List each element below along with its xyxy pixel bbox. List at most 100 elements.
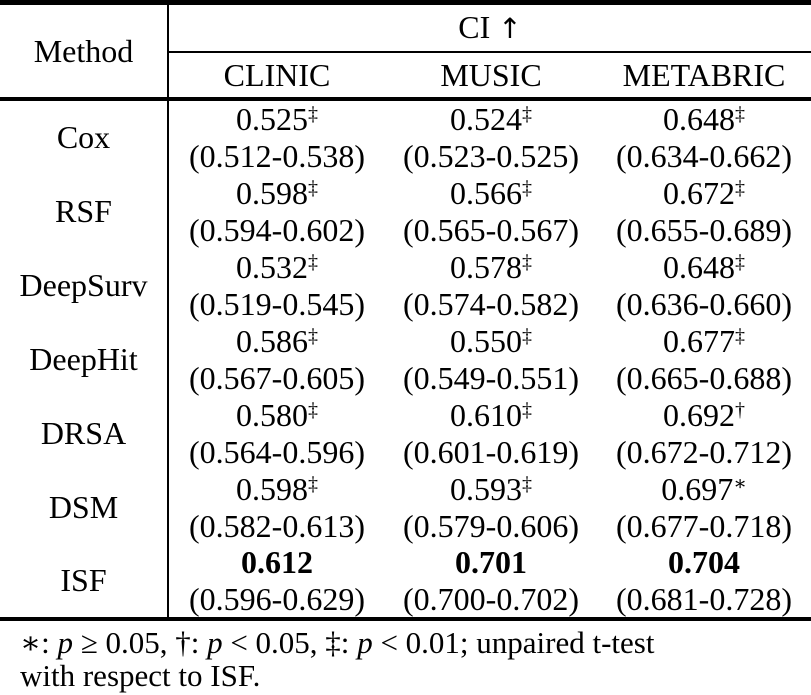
cell-cox-metabric: 0.648‡ (0.634-0.662) <box>597 99 811 174</box>
value-text: 0.610 <box>450 396 522 433</box>
ci-value: 0.550‡ <box>385 323 597 360</box>
value-text: 0.566 <box>450 174 522 211</box>
significance-marker: ‡ <box>735 103 745 125</box>
cell-deephit-metabric: 0.677‡ (0.665-0.688) <box>597 322 811 396</box>
significance-marker: ‡ <box>735 324 745 347</box>
confidence-interval: (0.596-0.629) <box>189 581 365 617</box>
confidence-interval: (0.565-0.567) <box>403 211 579 248</box>
cell-isf-music: 0.701 (0.700-0.702) <box>385 544 597 621</box>
value-text: 0.524 <box>450 101 522 137</box>
cell-deepsurv-music: 0.578‡ (0.574-0.582) <box>385 248 597 322</box>
table-row-isf: ISF 0.612 (0.596-0.629) 0.701 (0.700-0.7… <box>0 544 811 621</box>
confidence-interval: (0.512-0.538) <box>189 138 365 174</box>
cell-drsa-metabric: 0.692† (0.672-0.712) <box>597 396 811 470</box>
p-symbol: p <box>57 625 73 660</box>
significance-marker: ‡ <box>522 324 532 347</box>
footnote-text: < 0.05, ‡: <box>222 625 358 660</box>
table-row-deepsurv: DeepSurv 0.532 ‡ (0.519-0.545) 0.578‡ (0.… <box>0 248 811 322</box>
significance-marker: ‡ <box>522 250 532 273</box>
metric-group-header: CI ↑ <box>168 2 811 53</box>
significance-marker: ‡ <box>522 398 532 421</box>
ci-value: 0.578‡ <box>385 249 597 286</box>
table-row-cox: Cox 0.525‡ (0.512-0.538) 0.524‡ (0.523-0… <box>0 99 811 174</box>
cell-drsa-clinic: 0.580‡ (0.564-0.596) <box>168 396 385 470</box>
results-table: Method CI ↑ CLINIC MUSIC METABRIC Cox 0.… <box>0 0 811 621</box>
significance-footnote: ∗: p ≥ 0.05, †: p < 0.05, ‡: p < 0.01; u… <box>0 621 811 692</box>
value-text: 0.672 <box>663 174 735 211</box>
confidence-interval: (0.594-0.602) <box>189 211 365 248</box>
cell-isf-metabric: 0.704 (0.681-0.728) <box>597 544 811 621</box>
value-text: 0.701 <box>455 544 527 580</box>
significance-marker: ‡ <box>522 176 532 199</box>
significance-marker: ‡ <box>522 103 532 125</box>
confidence-interval: (0.681-0.728) <box>616 581 792 617</box>
p-symbol: p <box>357 625 373 660</box>
significance-marker: ∗ <box>733 472 747 495</box>
confidence-interval: (0.655-0.689) <box>616 211 792 248</box>
value-text: 0.550 <box>450 322 522 359</box>
ci-value: 0.580‡ <box>169 397 385 434</box>
significance-marker: ‡ <box>308 176 318 199</box>
confidence-interval: (0.579-0.606) <box>403 507 579 544</box>
value-text: 0.593 <box>450 470 522 507</box>
table-row-dsm: DSM 0.598‡ (0.582-0.613) 0.593‡ (0.579-0… <box>0 470 811 544</box>
cell-dsm-clinic: 0.598‡ (0.582-0.613) <box>168 470 385 544</box>
footnote-text: < 0.01; unpaired t-test <box>372 625 655 660</box>
ci-value: 0.593‡ <box>385 471 597 508</box>
table-row-drsa: DRSA 0.580‡ (0.564-0.596) 0.610‡ (0.601-… <box>0 396 811 470</box>
significance-marker: ‡ <box>735 250 745 273</box>
value-text: 0.692 <box>663 396 735 433</box>
cell-rsf-clinic: 0.598‡ (0.594-0.602) <box>168 174 385 248</box>
value-text: 0.598 <box>236 470 308 507</box>
confidence-interval: (0.564-0.596) <box>189 433 365 470</box>
ci-value: 0.672‡ <box>597 175 811 212</box>
cell-dsm-metabric: 0.697∗ (0.677-0.718) <box>597 470 811 544</box>
p-symbol: p <box>207 625 223 660</box>
method-label: Cox <box>0 99 169 174</box>
footnote-line1: ∗: p ≥ 0.05, †: p < 0.05, ‡: p < 0.01; u… <box>20 625 654 660</box>
confidence-interval: (0.574-0.582) <box>403 285 579 322</box>
value-text: 0.580 <box>236 396 308 433</box>
column-header-clinic: CLINIC <box>168 52 385 101</box>
method-label: DSM <box>0 470 169 544</box>
confidence-interval: (0.519-0.545) <box>189 285 365 322</box>
ci-value: 0.598‡ <box>169 471 385 508</box>
significance-marker: ‡ <box>308 398 318 421</box>
ci-value: 0.677‡ <box>597 323 811 360</box>
cell-drsa-music: 0.610‡ (0.601-0.619) <box>385 396 597 470</box>
footnote-line2: with respect to ISF. <box>20 658 261 693</box>
confidence-interval: (0.567-0.605) <box>189 359 365 396</box>
confidence-interval: (0.665-0.688) <box>616 359 792 396</box>
ci-value: 0.586‡ <box>169 323 385 360</box>
cell-deephit-music: 0.550‡ (0.549-0.551) <box>385 322 597 396</box>
value-text: 0.532 <box>236 248 308 285</box>
confidence-interval: (0.549-0.551) <box>403 359 579 396</box>
significance-marker: ‡ <box>522 472 532 495</box>
confidence-interval: (0.601-0.619) <box>403 433 579 470</box>
confidence-interval: (0.636-0.660) <box>616 285 792 322</box>
value-text: 0.648 <box>663 248 735 285</box>
cell-cox-clinic: 0.525‡ (0.512-0.538) <box>168 99 385 174</box>
cell-deephit-clinic: 0.586‡ (0.567-0.605) <box>168 322 385 396</box>
ci-value-best: 0.704 <box>597 544 811 581</box>
header-row-metric: Method CI ↑ <box>0 2 811 101</box>
ci-value: 0.566‡ <box>385 175 597 212</box>
method-label: DeepHit <box>0 322 169 396</box>
value-text: 0.677 <box>663 322 735 359</box>
method-column-header: Method <box>0 2 169 101</box>
value-text: 0.697 <box>661 470 734 507</box>
ci-value: 0.648‡ <box>597 249 811 286</box>
value-text: 0.648 <box>663 101 735 137</box>
significance-marker: ‡ <box>308 472 318 495</box>
footnote-text: ≥ 0.05, †: <box>72 625 208 660</box>
cell-dsm-music: 0.593‡ (0.579-0.606) <box>385 470 597 544</box>
cell-deepsurv-metabric: 0.648‡ (0.636-0.660) <box>597 248 811 322</box>
method-label: ISF <box>0 544 169 621</box>
significance-marker: ‡ <box>308 324 318 347</box>
confidence-interval: (0.634-0.662) <box>616 138 792 174</box>
value-text: 0.586 <box>236 322 308 359</box>
cell-rsf-metabric: 0.672‡ (0.655-0.689) <box>597 174 811 248</box>
column-header-metabric: METABRIC <box>597 52 811 101</box>
method-label: DeepSurv <box>0 248 169 322</box>
value-text: 0.704 <box>668 544 740 580</box>
